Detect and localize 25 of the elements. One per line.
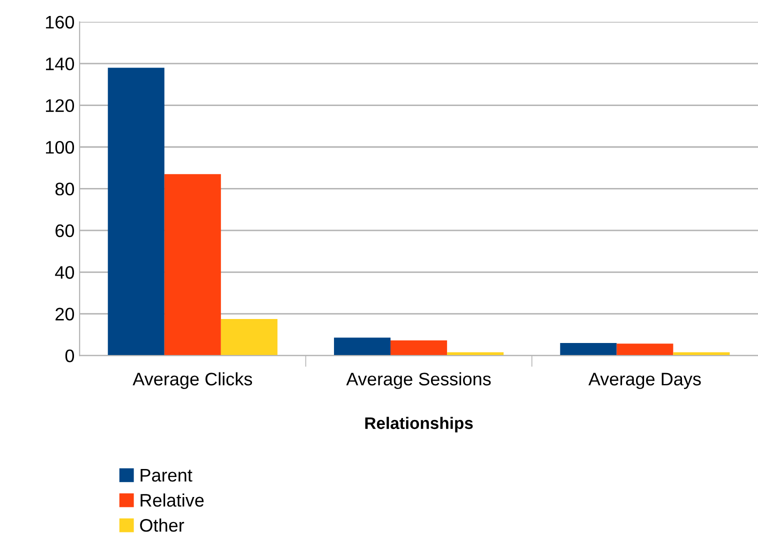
y-tick-label: 140	[46, 58, 74, 70]
x-axis-title: Relationships	[365, 416, 473, 432]
bar	[108, 68, 164, 356]
bar	[673, 352, 730, 356]
legend-label: Parent	[140, 469, 192, 482]
bar	[616, 344, 674, 356]
bar	[447, 352, 504, 356]
bar	[220, 319, 278, 356]
x-tick-label: Average Days	[588, 372, 701, 390]
y-tick-label: 60	[56, 224, 74, 238]
bar	[560, 343, 617, 356]
y-tick-label: 160	[46, 16, 74, 29]
y-tick-label: 80	[55, 182, 74, 196]
x-tick-label: Average Clicks	[132, 372, 252, 390]
y-tick-label: 40	[55, 266, 74, 279]
legend-label: Other	[140, 518, 184, 532]
y-tick-label: 20	[56, 308, 74, 321]
bar	[164, 174, 221, 356]
y-tick-label: 0	[65, 349, 74, 362]
bar	[334, 338, 391, 356]
y-tick-label: 100	[46, 140, 74, 154]
legend-label: Relative	[140, 493, 204, 507]
y-tick-label: 120	[46, 99, 74, 112]
bar	[390, 340, 448, 356]
x-tick-label: Average Sessions	[346, 372, 491, 390]
